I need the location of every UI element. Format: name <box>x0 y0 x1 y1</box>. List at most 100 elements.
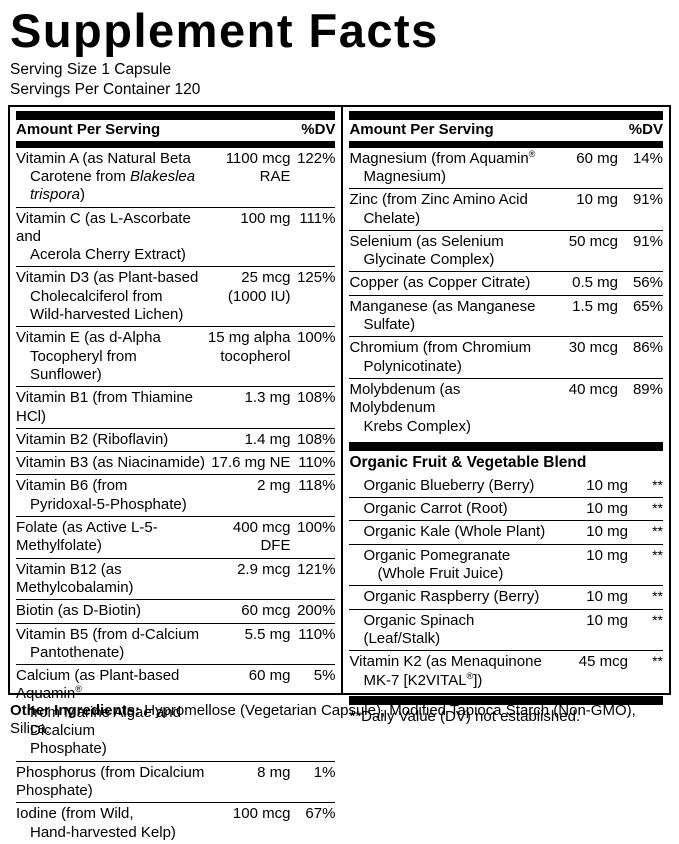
nutrient-daily-value: 89% <box>632 380 663 398</box>
nutrient-daily-value: 200% <box>297 602 336 620</box>
nutrient-name: Organic Raspberry (Berry) <box>363 588 540 606</box>
top-rule-left <box>16 110 336 120</box>
nutrient-name: Vitamin E (as d-Alpha Tocopheryl from Sun… <box>16 329 161 383</box>
nutrient-amount: 2.9 mcg <box>237 560 291 578</box>
nutrient-amount: 40 mcg <box>568 380 618 398</box>
nutrient-name: Organic Blueberry (Berry) <box>363 476 535 494</box>
nutrient-amount: 10 mg <box>586 588 628 606</box>
nutrient-row: Vitamin B12 (as Methylcobalamin) 2.9 mcg 1… <box>16 557 336 600</box>
nutrient-name: Zinc (from Zinc Amino Acid Chelate) <box>349 191 528 227</box>
nutrient-daily-value: 122% <box>297 149 336 167</box>
nutrient-amount: 60 mg <box>576 149 618 167</box>
nutrient-amount: 100 mg <box>240 209 291 227</box>
nutrient-name: Copper (as Copper Citrate) <box>349 274 531 292</box>
nutrient-amount: 10 mg <box>586 546 628 564</box>
nutrient-name: Organic Spinach (Leaf/Stalk) <box>363 611 475 647</box>
nutrient-row: Organic Carrot (Root) 10 mg ** <box>349 497 663 520</box>
nutrient-daily-value: 110% <box>298 625 336 643</box>
nutrient-amount: 1.5 mg <box>572 297 618 315</box>
page-title: Supplement Facts <box>10 4 439 57</box>
nutrient-name: Iodine (from Wild, Hand-harvested Kelp) <box>16 805 176 841</box>
nutrient-row: Organic Raspberry (Berry) 10 mg ** <box>349 585 663 608</box>
nutrient-daily-value: ** <box>652 653 663 670</box>
nutrient-daily-value: ** <box>652 500 663 517</box>
nutrient-name: Vitamin B6 (from Pyridoxal-5-Phosphate) <box>16 477 187 513</box>
nutrient-row: Vitamin A (as Natural Beta Carotene from … <box>16 148 335 207</box>
nutrient-amount: 8 mg <box>257 763 291 781</box>
post-blend-rows: Vitamin K2 (as Menaquinone MK-7 [K2VITAL®… <box>349 650 663 692</box>
blend-title: Organic Fruit & Vegetable Blend <box>349 453 587 471</box>
nutrient-name: Vitamin D3 (as Plant-based Cholecalcifero… <box>16 269 199 324</box>
nutrient-name: Organic Pomegranate (Whole Fruit Juice) <box>363 546 511 583</box>
nutrient-row: Folate (as Active L-5-Methylfolate) 400 m… <box>16 516 336 558</box>
other-ingredients-label: Other Ingredients: <box>10 701 141 719</box>
nutrient-row: Organic Pomegranate (Whole Fruit Juice) 10… <box>349 543 663 586</box>
nutrient-daily-value: ** <box>652 611 663 628</box>
nutrient-amount: 60 mcg <box>241 602 291 620</box>
nutrient-amount: 1100 mcg RAE <box>225 149 291 185</box>
nutrient-daily-value: 56% <box>632 274 663 292</box>
nutrient-amount: 10 mg <box>586 523 628 541</box>
nutrient-amount: 10 mg <box>586 500 628 518</box>
nutrient-name: Folate (as Active L-5-Methylfolate) <box>16 519 158 555</box>
nutrient-name: Vitamin K2 (as Menaquinone MK-7 [K2VITAL®… <box>349 653 542 689</box>
nutrient-row: Organic Blueberry (Berry) 10 mg ** <box>349 475 663 497</box>
footnote: **Daily Value (DV) not established. <box>349 707 581 725</box>
nutrient-name: Vitamin B12 (as Methylcobalamin) <box>16 560 134 596</box>
blend-divider-rule <box>349 441 663 451</box>
nutrient-daily-value: ** <box>652 476 663 493</box>
nutrient-name: Phosphorus (from Dicalcium Phosphate) <box>16 763 205 799</box>
nutrient-amount: 45 mcg <box>578 653 628 671</box>
column-header-left: Amount Per Serving %DV <box>16 120 335 139</box>
nutrient-row: Vitamin B2 (Riboflavin) 1.4 mg 108% <box>16 427 336 451</box>
nutrient-amount: 10 mg <box>586 611 628 629</box>
nutrient-name: Organic Kale (Whole Plant) <box>363 523 546 541</box>
nutrient-daily-value: 5% <box>313 667 336 685</box>
nutrient-row: Vitamin D3 (as Plant-based Cholecalcifero… <box>16 266 336 326</box>
nutrient-row: Biotin (as D-Biotin) 60 mcg 200% <box>16 599 336 622</box>
column-header-right: Amount Per Serving %DV <box>349 120 663 139</box>
dv-label: %DV <box>628 120 663 138</box>
nutrient-amount: 100 mcg <box>232 805 291 823</box>
nutrient-daily-value: 111% <box>299 209 336 227</box>
nutrient-daily-value: 91% <box>632 232 663 250</box>
nutrient-amount: 0.5 mg <box>572 274 618 292</box>
nutrient-amount: 10 mg <box>576 191 618 209</box>
nutrient-daily-value: 14% <box>632 149 663 167</box>
nutrient-row: Vitamin K2 (as Menaquinone MK-7 [K2VITAL®… <box>349 650 663 692</box>
nutrient-name: Vitamin B1 (from Thiamine HCl) <box>16 389 194 425</box>
nutrition-column-left: Amount Per Serving %DV Vitamin A (as Nat… <box>10 106 344 841</box>
nutrient-row: Calcium (as Plant-based Aquamin® from Mar… <box>16 664 336 760</box>
nutrient-daily-value: 110% <box>298 454 336 472</box>
nutrient-amount: 17.6 mg NE <box>211 454 291 472</box>
nutrient-daily-value: 67% <box>305 805 336 823</box>
nutrient-amount: 400 mcg DFE <box>232 519 291 555</box>
nutrient-name: Biotin (as D-Biotin) <box>16 602 142 620</box>
nutrient-amount: 2 mg <box>257 477 291 495</box>
nutrient-amount: 60 mg <box>248 667 291 685</box>
nutrient-name: Organic Carrot (Root) <box>363 500 508 518</box>
nutrient-amount: 1.4 mg <box>244 430 291 448</box>
nutrient-name: Vitamin C (as L-Ascorbate and Acerola Che… <box>16 209 191 264</box>
nutrient-daily-value: ** <box>652 588 663 605</box>
other-ingredients-value: Hypromellose (Vegetarian Capsule), Modif… <box>10 701 636 738</box>
nutrient-rows-left: Vitamin A (as Natural Beta Carotene from … <box>16 148 336 844</box>
nutrient-daily-value: 1% <box>313 763 336 781</box>
dv-label: %DV <box>301 120 336 138</box>
nutrient-row: Vitamin C (as L-Ascorbate and Acerola Che… <box>16 206 336 267</box>
amount-per-serving-label: Amount Per Serving <box>349 120 494 138</box>
nutrient-row: Magnesium (from Aquamin® Magnesium) 60 mg 1… <box>349 148 663 189</box>
nutrition-column-right: Amount Per Serving %DV Magnesium (from A… <box>343 107 669 725</box>
serving-size: Serving Size 1 Capsule <box>10 61 172 79</box>
nutrient-name: Chromium (from Chromium Polynicotinate) <box>349 339 532 375</box>
other-ingredients: Other Ingredients: Hypromellose (Vegetar… <box>10 702 671 740</box>
nutrient-amount: 25 mcg (1000 IU) <box>227 269 291 305</box>
nutrient-row: Zinc (from Zinc Amino Acid Chelate) 10 mg 9… <box>349 188 663 230</box>
nutrient-name: Vitamin B3 (as Niacinamide) <box>16 454 205 472</box>
nutrient-row: Vitamin B5 (from d-Calcium Pantothenate) 5… <box>16 622 336 665</box>
nutrient-daily-value: 121% <box>297 560 336 578</box>
nutrient-row: Chromium (from Chromium Polynicotinate) 30… <box>349 336 663 378</box>
nutrient-daily-value: 86% <box>632 339 663 357</box>
header-rule-left <box>16 140 336 148</box>
nutrient-daily-value: 108% <box>297 389 336 407</box>
